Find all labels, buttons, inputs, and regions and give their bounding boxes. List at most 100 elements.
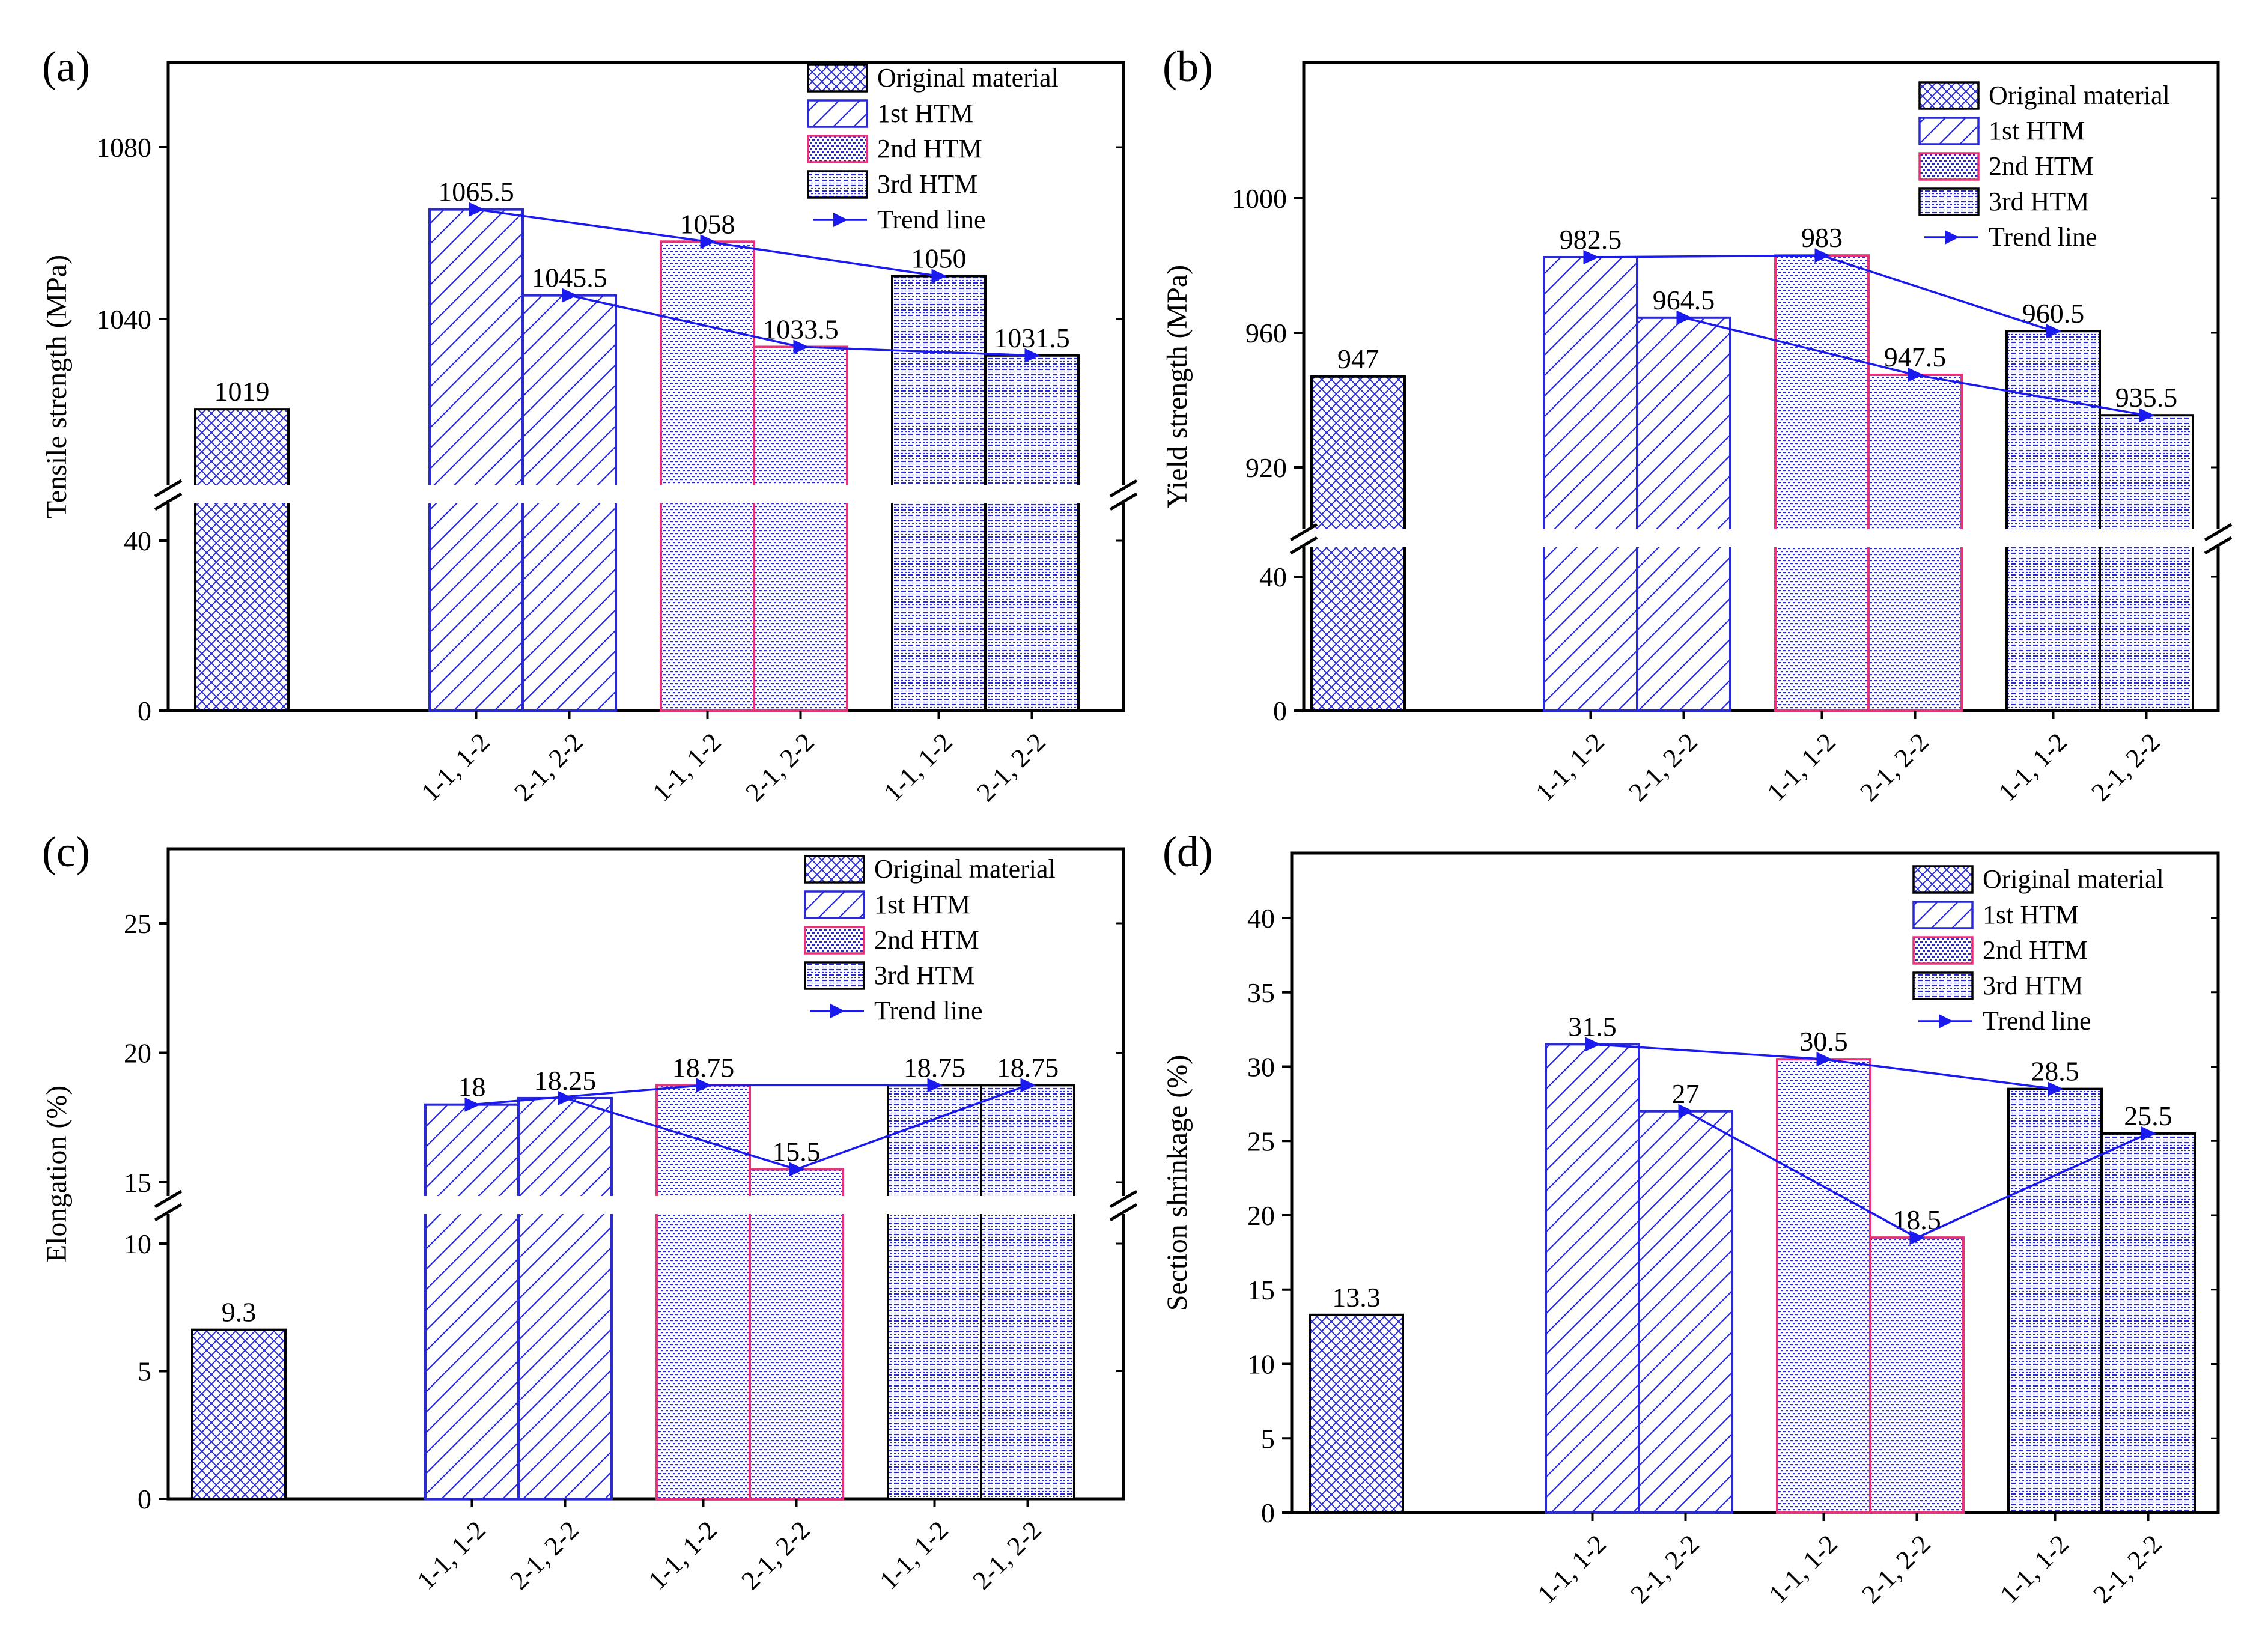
bar-htm-2 [517,1096,613,1501]
trend-marker [1676,310,1692,325]
legend-swatch [1918,117,1980,145]
bar-htm-6 [980,1084,1075,1500]
legend-swatch [1912,936,1974,965]
data-label: 27 [1672,1078,1700,1109]
trend-marker [2139,408,2155,423]
legend-label: Trend line [877,205,986,234]
y-tick-label: 15 [1247,1275,1275,1305]
trend-marker [469,202,485,217]
x-tick-label: 1-1, 1-2 [1530,727,1610,807]
legend-label: Trend line [874,996,983,1025]
y-tick-label: 40 [124,526,151,556]
trend-marker [789,1162,805,1177]
data-label: 30.5 [1799,1026,1848,1057]
bar-htm-6 [984,354,1080,712]
trend-marker [696,1078,712,1093]
legend-label: Original material [1983,864,2164,894]
bar-original [1309,1313,1404,1514]
bar-htm-2 [1638,1110,1733,1514]
x-tick-label: 2-1, 2-2 [2087,1529,2167,1609]
axis-break-mark [1109,492,1138,511]
bar-htm-1 [1545,1043,1640,1514]
legend-label: 1st HTM [1983,900,2079,929]
data-label: 1058 [680,208,735,239]
data-label: 15.5 [772,1136,821,1167]
trend-marker [927,1078,943,1093]
x-tick-label: 1-1, 1-2 [646,727,726,807]
legend-swatch [807,135,868,163]
trend-marker [793,339,809,354]
axis-break-mark [154,479,183,498]
x-tick-label: 2-1, 2-2 [2085,727,2165,807]
y-axis-label: Yield strength (MPa) [1161,265,1193,508]
trend-marker [1583,250,1599,264]
trend-marker [2046,324,2062,339]
legend-label: 1st HTM [1989,116,2085,145]
y-tick-label: 35 [1247,977,1275,1008]
x-tick-label: 2-1, 2-2 [1856,1529,1936,1609]
y-tick-label: 5 [1261,1423,1275,1454]
x-tick-label: 1-1, 1-2 [1994,1529,2074,1609]
legend-swatch [804,926,865,955]
legend-swatch [807,170,868,199]
data-label: 947 [1337,344,1379,374]
trend-marker [931,269,947,284]
bar-htm-6 [2099,414,2194,712]
data-label: 18.75 [997,1052,1059,1083]
x-tick-label: 1-1, 1-2 [1763,1529,1843,1609]
trend-marker [1585,1037,1601,1052]
x-tick-label: 1-1, 1-2 [1992,727,2072,807]
y-tick-label: 1040 [96,304,151,335]
legend-label: 1st HTM [877,99,973,128]
legend-swatch [804,961,865,990]
y-tick-label: 0 [138,1484,151,1514]
legend-swatch [1912,971,1974,1000]
data-label: 964.5 [1653,285,1715,315]
axis-break-mark [1289,523,1318,542]
x-tick-label: 2-1, 2-2 [508,727,588,807]
legend-swatch [1918,187,1980,216]
x-tick-label: 1-1, 1-2 [1761,727,1841,807]
trend-marker [558,1090,574,1105]
legend-label: 3rd HTM [1989,187,2089,216]
axis-break-mark [154,492,183,511]
data-label: 1033.5 [762,314,839,344]
axis-break-mark [1109,1203,1138,1222]
y-tick-label: 0 [1261,1498,1275,1528]
y-tick-label: 20 [124,1038,151,1069]
legend-label: Original material [874,854,1056,884]
trend-marker [1024,348,1041,363]
axis-break-mark [154,1203,183,1222]
x-tick-label: 2-1, 2-2 [504,1515,584,1595]
legend-label: 2nd HTM [1983,935,2088,965]
bar-htm-5 [2007,1087,2103,1514]
data-label: 1031.5 [994,323,1070,353]
y-axis-label: Tensile strength (MPa) [41,255,73,518]
legend-label: 2nd HTM [874,925,979,955]
x-tick-label: 1-1, 1-2 [642,1515,722,1595]
data-label: 28.5 [2031,1056,2079,1087]
legend-trend-marker [830,1004,845,1018]
y-tick-label: 5 [138,1356,151,1387]
data-label: 1065.5 [438,177,514,207]
y-tick-label: 10 [1247,1349,1275,1380]
bar-htm-5 [887,1084,982,1500]
axis-break-gap [162,485,1129,503]
y-tick-label: 960 [1245,318,1287,348]
bar-htm-3 [1774,254,1870,712]
data-label: 18.75 [672,1052,735,1083]
y-axis-label: Elongation (%) [41,1086,73,1263]
trend-marker [1814,248,1831,263]
legend-swatch [804,855,865,884]
trend-marker [1908,368,1924,382]
trend-marker [464,1097,481,1112]
bar-original [191,1328,287,1500]
panel-label: (a) [42,43,90,91]
axis-break-mark [2204,536,2233,555]
data-label: 18.25 [534,1065,597,1096]
bar-htm-3 [1776,1058,1871,1514]
y-tick-label: 25 [124,908,151,939]
